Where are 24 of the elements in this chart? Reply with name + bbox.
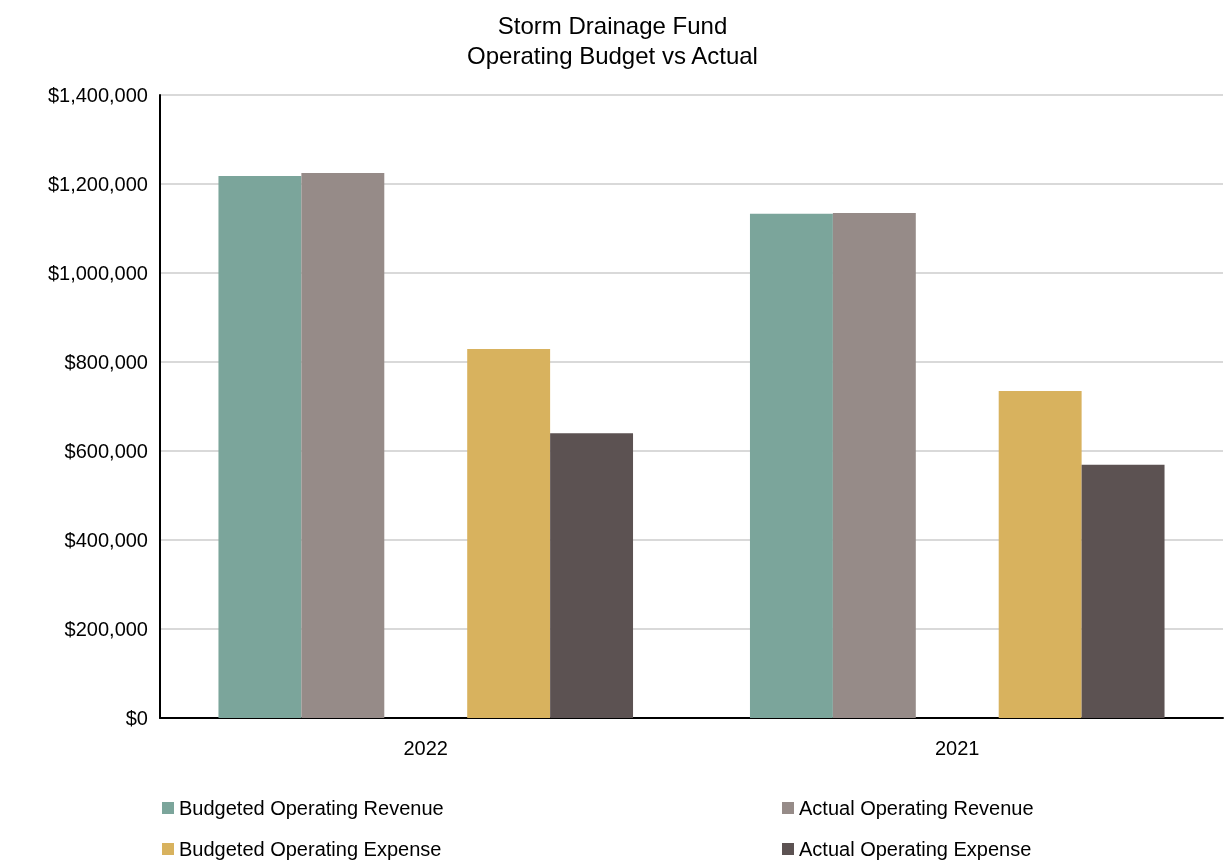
legend-label: Actual Operating Revenue bbox=[799, 797, 1034, 819]
x-tick-label: 2022 bbox=[403, 737, 448, 759]
legend-label: Budgeted Operating Expense bbox=[179, 838, 442, 860]
bar bbox=[467, 349, 551, 718]
chart-subtitle: Operating Budget vs Actual bbox=[467, 41, 758, 69]
x-tick-label: 2021 bbox=[935, 737, 980, 759]
chart-title: Storm Drainage Fund bbox=[497, 11, 728, 39]
y-tick-label: $200,000 bbox=[64, 618, 148, 640]
legend-label: Actual Operating Expense bbox=[799, 838, 1032, 860]
y-tick-label: $600,000 bbox=[64, 440, 148, 462]
bar bbox=[218, 175, 302, 718]
bar bbox=[301, 172, 385, 718]
y-tick-label: $1,400,000 bbox=[47, 84, 148, 106]
y-tick-label: $1,000,000 bbox=[47, 262, 148, 284]
bar bbox=[550, 433, 634, 718]
y-tick-label: $0 bbox=[125, 707, 148, 729]
y-tick-label: $1,200,000 bbox=[47, 173, 148, 195]
bar bbox=[1081, 464, 1165, 718]
bar bbox=[749, 213, 833, 718]
bar bbox=[998, 390, 1082, 718]
legend-label: Budgeted Operating Revenue bbox=[179, 797, 444, 819]
y-tick-label: $400,000 bbox=[64, 529, 148, 551]
y-tick-label: $800,000 bbox=[64, 351, 148, 373]
bar bbox=[832, 212, 916, 718]
